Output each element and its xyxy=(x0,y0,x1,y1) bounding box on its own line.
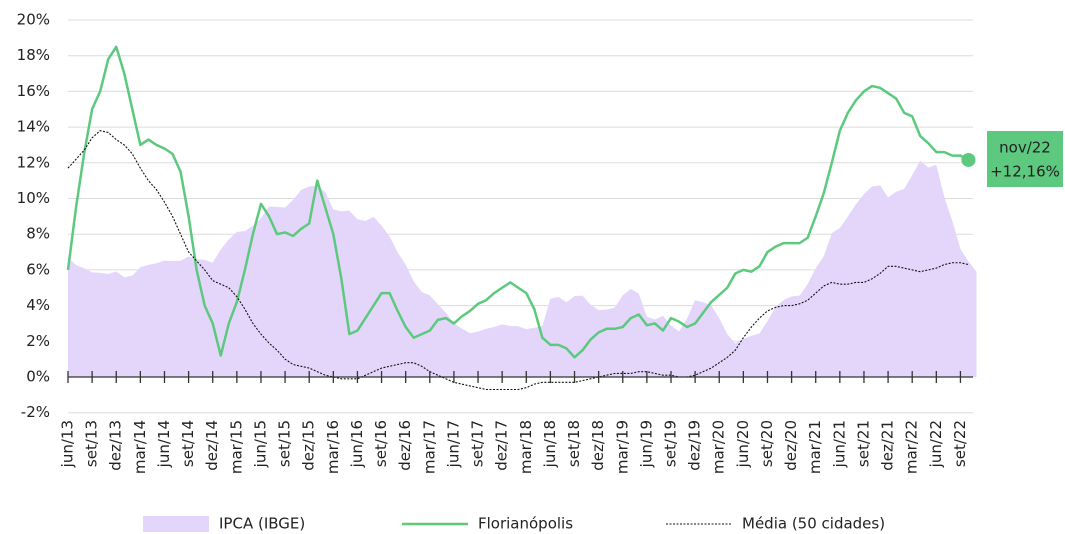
legend-label: Florianópolis xyxy=(478,515,573,533)
y-tick-label: -2% xyxy=(21,403,50,421)
x-tick-label: jun/17 xyxy=(444,420,462,468)
x-tick-label: set/13 xyxy=(83,420,101,467)
x-tick-label: dez/21 xyxy=(879,420,897,471)
x-tick-label: dez/19 xyxy=(686,420,704,471)
x-tick-label: jun/21 xyxy=(830,420,848,468)
legend-label: IPCA (IBGE) xyxy=(219,515,305,533)
x-tick-label: set/17 xyxy=(469,420,487,467)
line xyxy=(67,130,969,391)
x-tick-label: jun/18 xyxy=(541,420,559,468)
x-tick-label: mar/18 xyxy=(517,420,535,474)
x-tick-label: dez/14 xyxy=(203,420,221,471)
line xyxy=(66,45,970,359)
x-tick-label: set/20 xyxy=(758,420,776,467)
x-tick-label: dez/15 xyxy=(300,420,318,471)
x-tick-label: jun/22 xyxy=(927,420,945,468)
annotation-label: nov/22 xyxy=(999,139,1051,157)
x-tick-label: set/15 xyxy=(276,420,294,467)
x-tick-label: mar/14 xyxy=(131,420,149,474)
x-tick-label: jun/15 xyxy=(251,420,269,468)
y-tick-label: 0% xyxy=(26,368,50,386)
y-tick-label: 14% xyxy=(17,118,50,136)
x-tick-label: jun/16 xyxy=(348,420,366,468)
x-tick-label: set/21 xyxy=(854,420,872,467)
x-tick-label: dez/20 xyxy=(782,420,800,471)
annotation-box xyxy=(987,131,1063,187)
y-tick-label: 12% xyxy=(17,153,50,171)
x-tick-label: set/16 xyxy=(372,420,390,467)
y-tick-label: 20% xyxy=(17,11,50,29)
x-tick-label: dez/17 xyxy=(493,420,511,471)
y-tick-label: 4% xyxy=(26,296,50,314)
x-tick-label: jun/14 xyxy=(155,420,173,468)
x-tick-label: jun/19 xyxy=(637,420,655,468)
x-tick-label: jun/13 xyxy=(59,420,77,468)
x-tick-label: mar/19 xyxy=(613,420,631,474)
x-tick-label: dez/18 xyxy=(589,420,607,471)
y-tick-label: 10% xyxy=(17,189,50,207)
x-tick-label: jun/20 xyxy=(734,420,752,468)
x-tick-label: mar/21 xyxy=(806,420,824,474)
x-tick-label: dez/16 xyxy=(396,420,414,471)
area xyxy=(68,160,977,377)
x-tick-label: set/14 xyxy=(179,420,197,467)
x-tick-label: dez/13 xyxy=(107,420,125,471)
x-tick-label: mar/15 xyxy=(227,420,245,474)
y-tick-label: 16% xyxy=(17,82,50,100)
x-tick-label: mar/16 xyxy=(324,420,342,474)
annotation-text: +12,16% xyxy=(990,163,1060,181)
y-tick-label: 18% xyxy=(17,46,50,64)
x-tick-label: set/22 xyxy=(951,420,969,467)
legend-label: Média (50 cidades) xyxy=(742,515,885,533)
y-tick-label: 6% xyxy=(26,260,50,278)
y-tick-label: 8% xyxy=(26,225,50,243)
legend-swatch xyxy=(143,516,209,532)
x-tick-label: mar/20 xyxy=(710,420,728,474)
x-tick-label: set/19 xyxy=(662,420,680,467)
x-tick-label: set/18 xyxy=(565,420,583,467)
x-tick-label: mar/17 xyxy=(420,420,438,474)
x-tick-label: mar/22 xyxy=(903,420,921,474)
y-tick-label: 2% xyxy=(26,332,50,350)
end-point xyxy=(961,152,976,167)
